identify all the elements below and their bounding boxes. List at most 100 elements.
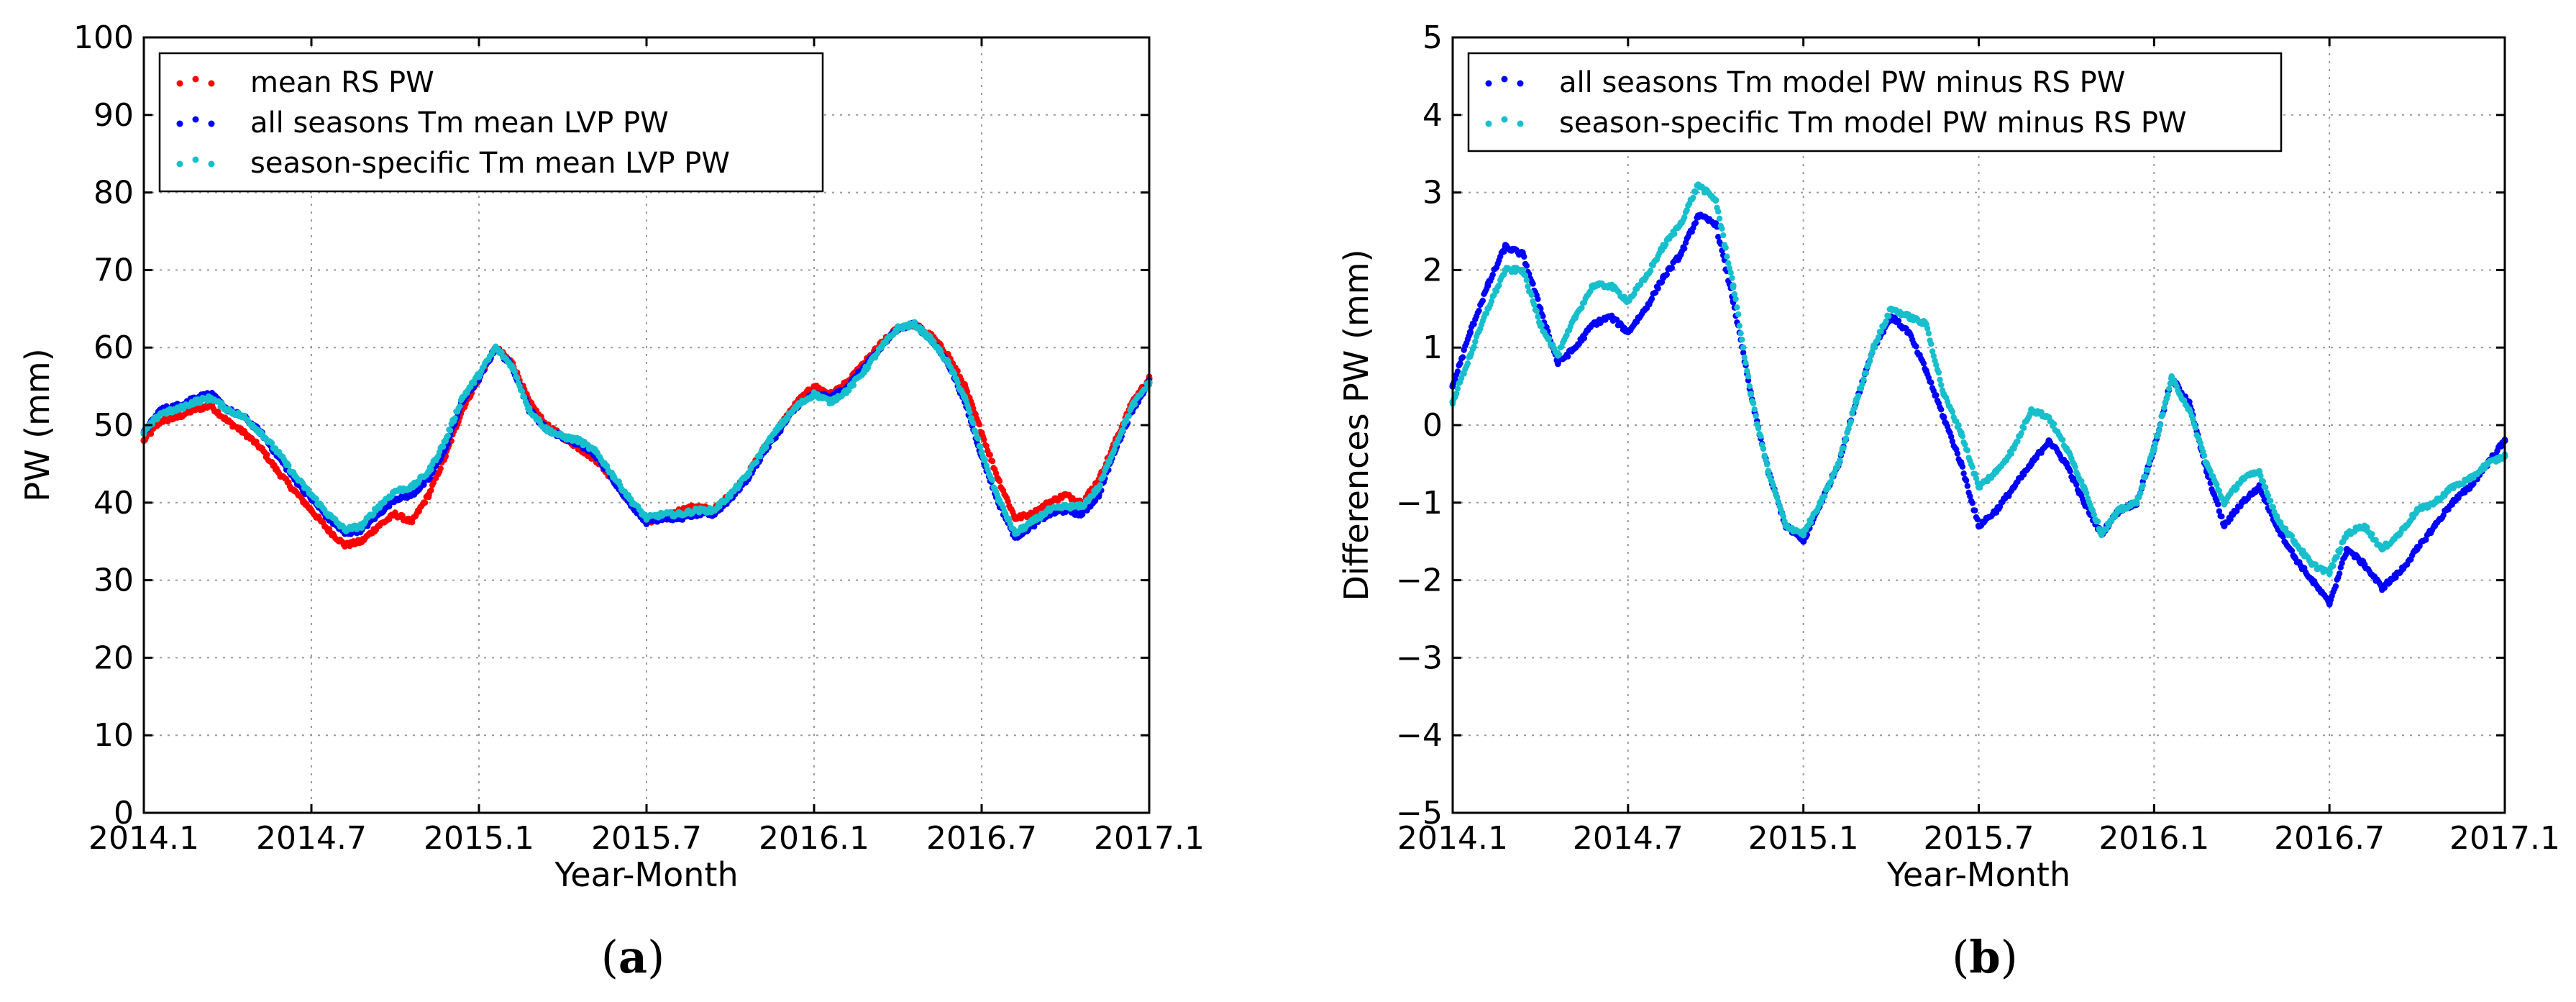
series-a-0-point-8	[274, 468, 281, 475]
data-point	[1100, 472, 1107, 479]
data-point	[1531, 301, 1538, 308]
series-a-2-point-8	[274, 449, 281, 456]
series-b-1-point-18	[1765, 468, 1772, 475]
data-point	[313, 496, 319, 502]
series-b-1-point-27	[1922, 321, 1929, 328]
data-point	[1722, 245, 1729, 251]
legend-label-a-1: all seasons Tm mean LVP PW	[250, 106, 669, 140]
series-a-2-point-54	[1045, 507, 1052, 514]
series-a-0-point-52	[1012, 514, 1019, 522]
caption-a: (a)	[601, 931, 665, 983]
series-b-0-point-51	[2343, 545, 2351, 553]
series-a-2-point-14	[375, 503, 382, 510]
y-tick-label-9: 90	[93, 97, 134, 134]
data-point	[2161, 404, 2168, 411]
data-point	[2234, 485, 2240, 492]
data-point	[1955, 422, 1962, 429]
legend-label-a-2: season-specific Tm mean LVP PW	[250, 147, 730, 180]
series-b-0-point-28	[1940, 414, 1947, 421]
data-point	[1825, 484, 1832, 491]
data-point	[987, 452, 993, 458]
data-point	[1454, 386, 1461, 392]
data-point	[1488, 298, 1495, 305]
data-point	[1851, 404, 1858, 411]
data-point	[1731, 291, 1738, 298]
data-point	[2146, 460, 2152, 467]
data-point	[1837, 450, 1845, 457]
data-point	[2262, 484, 2269, 491]
x-tick-label-4: 2016.1	[2098, 820, 2209, 857]
data-point	[1631, 291, 1638, 297]
series-a-0-point-13	[358, 538, 365, 545]
series-a-0-point-5	[224, 418, 232, 425]
series-b-1-point-29	[1958, 429, 1965, 437]
data-point	[2072, 464, 2078, 470]
series-b-1-point-9	[1607, 282, 1614, 289]
series-b-0-point-55	[2413, 545, 2421, 553]
data-point	[983, 442, 990, 450]
series-a-2-point-11	[324, 511, 332, 518]
data-point	[1933, 392, 1940, 398]
y-tick-label-7: 2	[1422, 252, 1443, 288]
data-point	[1967, 493, 1973, 500]
data-point	[1758, 433, 1764, 439]
data-point	[1671, 230, 1678, 237]
data-point	[457, 403, 463, 409]
series-a-2-point-47	[928, 336, 935, 343]
data-point	[1969, 464, 1976, 470]
series-b-0-point-7	[1572, 344, 1579, 351]
y-tick-label-1: 10	[93, 717, 134, 754]
series-b-0-point-44	[2221, 522, 2228, 529]
legend-label-b-1: season-specific Tm model PW minus RS PW	[1559, 106, 2187, 140]
series-a-0-point-40	[810, 383, 818, 390]
series-b-0-point-53	[2378, 584, 2385, 592]
x-tick-label-1: 2014.7	[1573, 820, 1684, 857]
series-b-1-point-34	[2045, 414, 2052, 421]
series-a-2-point-40	[810, 391, 818, 398]
series-b-0-point-34	[2045, 437, 2052, 445]
data-point	[977, 443, 984, 450]
series-b-1-point-25	[1888, 305, 1895, 312]
data-point	[1770, 482, 1777, 488]
data-point	[1715, 208, 1722, 215]
data-point	[2094, 518, 2101, 525]
data-point	[2014, 438, 2021, 445]
series-a-2-point-49	[962, 394, 969, 401]
series-b-1-point-20	[1800, 530, 1807, 537]
y-tick-label-0: 0	[114, 795, 134, 832]
data-point	[1125, 413, 1132, 419]
series-a-2-point-52	[1012, 530, 1019, 537]
legend-label-b-0: all seasons Tm model PW minus RS PW	[1559, 66, 2125, 99]
series-a-0-point-54	[1045, 499, 1052, 506]
series-b-1-point-13	[1677, 220, 1684, 227]
series-b-1-point-49	[2308, 561, 2316, 568]
data-point	[471, 380, 478, 386]
data-point	[1476, 307, 1482, 314]
series-b-0-point-49	[2308, 577, 2316, 584]
series-b-1-point-51	[2343, 530, 2351, 537]
data-point	[511, 368, 519, 375]
series-a-2-point-44	[877, 344, 885, 351]
data-point	[1883, 318, 1889, 324]
series-layer-a	[140, 319, 1153, 550]
y-tick-label-3: −2	[1396, 563, 1443, 599]
data-point	[2060, 437, 2066, 443]
x-tick-label-1: 2014.7	[256, 820, 367, 857]
series-b-1-point-15	[1712, 196, 1719, 204]
series-b-0-point-9	[1607, 313, 1614, 320]
series-b-0-point-15	[1712, 220, 1719, 227]
data-point	[1938, 406, 1945, 413]
series-b-0-point-36	[2081, 499, 2088, 506]
data-point	[1948, 434, 1955, 440]
data-point	[1840, 445, 1847, 452]
data-point	[519, 388, 526, 394]
data-point	[2165, 391, 2171, 398]
data-point	[1855, 392, 1862, 399]
series-b-1-point-53	[2378, 545, 2385, 553]
data-point	[1535, 314, 1541, 320]
series-b-0-point-27	[1922, 367, 1929, 375]
data-point	[1866, 358, 1873, 365]
data-point	[2152, 440, 2159, 447]
y-tick-label-0: −5	[1396, 795, 1443, 832]
